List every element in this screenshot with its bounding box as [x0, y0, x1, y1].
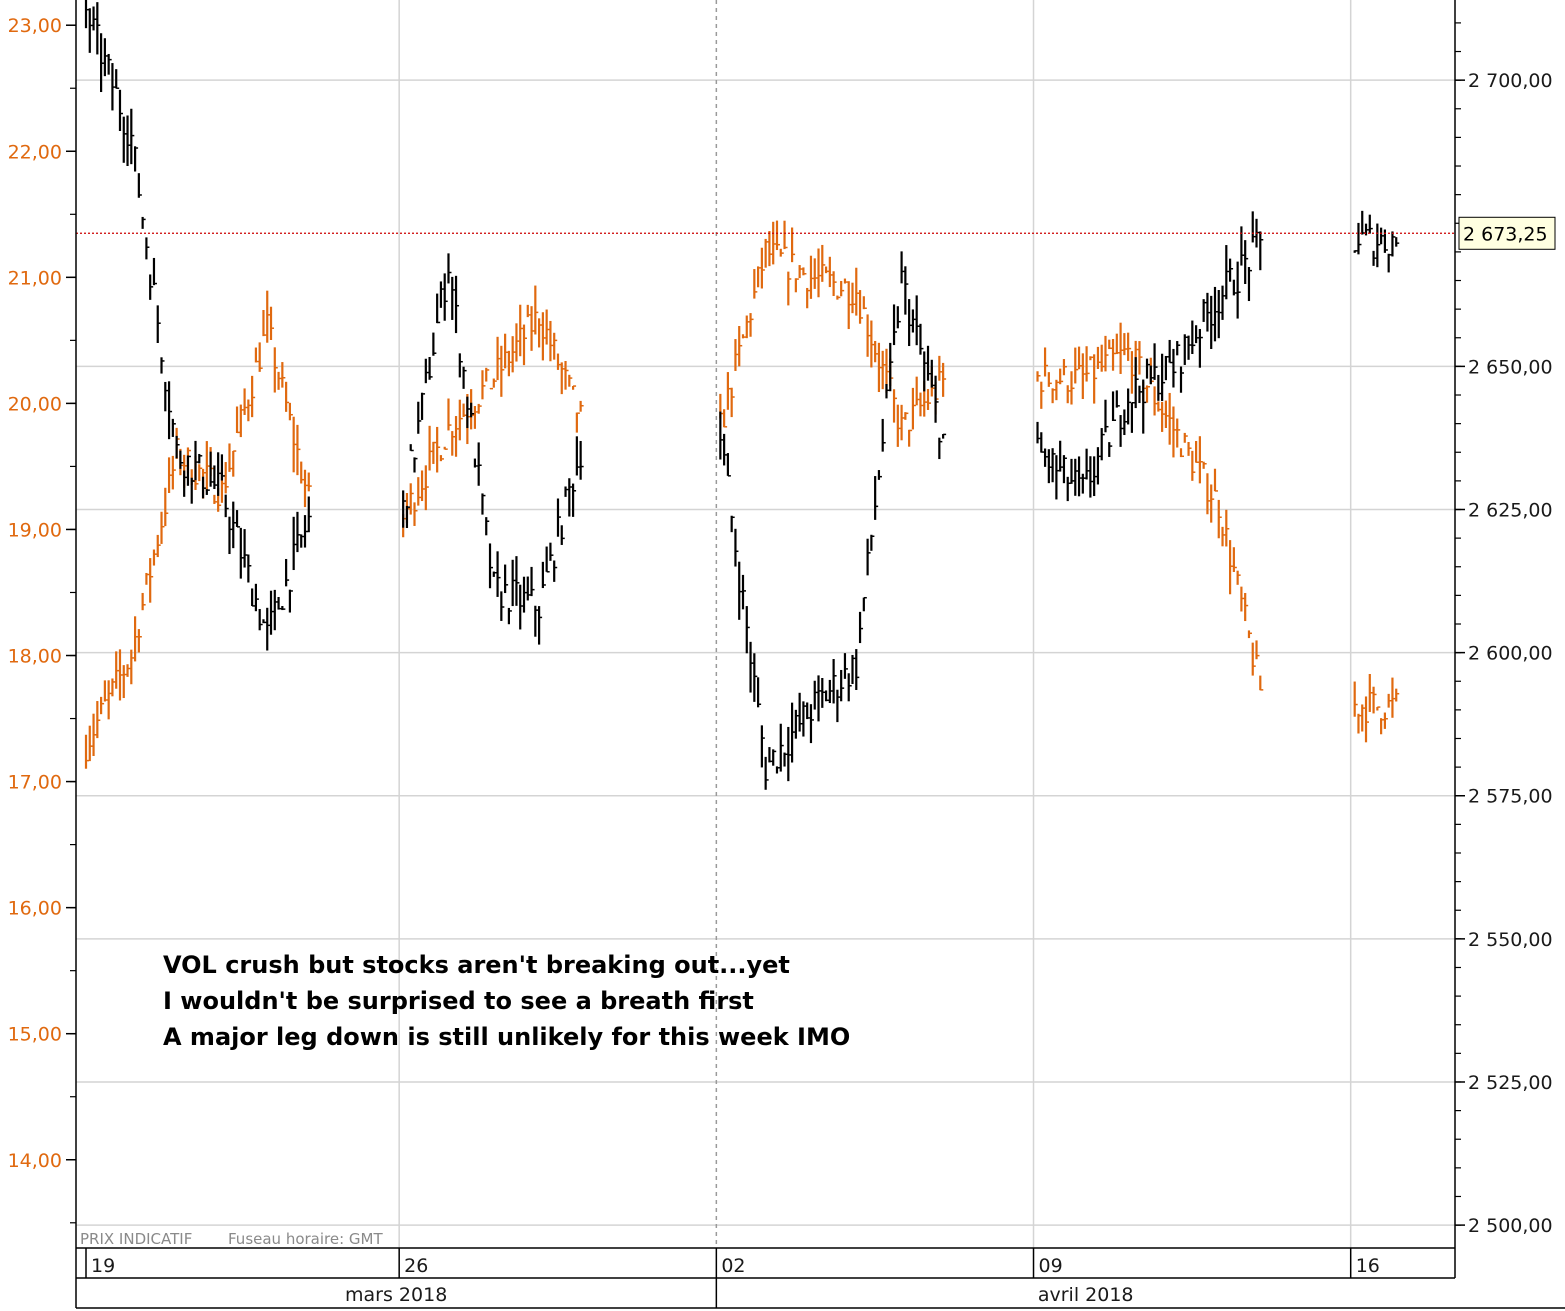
annotation-line-1: VOL crush but stocks aren't breaking out… [163, 951, 790, 979]
left-tick-label: 18,00 [8, 646, 62, 668]
price-indicator-label: PRIX INDICATIF [80, 1230, 192, 1248]
last-value-badge: 2 673,25 [1458, 216, 1556, 250]
right-tick-label: 2 700,00 [1468, 70, 1553, 92]
right-tick-label: 2 575,00 [1468, 786, 1553, 808]
annotation-line-3: A major leg down is still unlikely for t… [163, 1023, 850, 1051]
right-tick-label: 2 625,00 [1468, 500, 1553, 522]
left-tick-label: 14,00 [8, 1150, 62, 1172]
right-tick-label: 2 600,00 [1468, 643, 1553, 665]
x-tick-label: 26 [404, 1255, 428, 1277]
x-tick-label: 02 [721, 1255, 745, 1277]
footer: PRIX INDICATIF Fuseau horaire: GMT [80, 1230, 383, 1248]
index-series [84, 0, 1400, 790]
x-tick-label: 16 [1356, 1255, 1380, 1277]
left-tick-label: 19,00 [8, 519, 62, 541]
left-tick-label: 15,00 [8, 1024, 62, 1046]
annotation: VOL crush but stocks aren't breaking out… [163, 951, 850, 1051]
x-tick-label: 19 [91, 1255, 115, 1277]
left-tick-label: 16,00 [8, 898, 62, 920]
last-value-badge-box [1458, 216, 1556, 250]
x-tick-label: 09 [1039, 1255, 1063, 1277]
last-value-label: 2 673,25 [1463, 223, 1548, 245]
month-label: avril 2018 [1038, 1284, 1134, 1306]
left-tick-label: 21,00 [8, 267, 62, 289]
left-tick-label: 17,00 [8, 772, 62, 794]
right-tick-label: 2 650,00 [1468, 356, 1553, 378]
timezone-label: Fuseau horaire: GMT [228, 1230, 383, 1248]
left-tick-label: 22,00 [8, 141, 62, 163]
left-tick-label: 23,00 [8, 15, 62, 37]
chart-frame [75, 0, 1456, 1308]
annotation-line-2: I wouldn't be surprised to see a breath … [163, 987, 754, 1015]
month-label: mars 2018 [345, 1284, 447, 1306]
left-tick-label: 20,00 [8, 393, 62, 415]
right-axis: 2 700,00 2 650,00 2 625,00 2 600,00 2 575,00… [1455, 22, 1553, 1237]
right-tick-label: 2 500,00 [1468, 1215, 1553, 1237]
left-axis: 23,00 22,00 21,00 20,00 19,00 18,00 17,00 16,00… [8, 15, 76, 1224]
grid [76, 0, 1455, 1248]
x-axis: 19 26 02 09 16 mars 2018 avril 2018 [76, 1247, 1565, 1309]
right-tick-label: 2 525,00 [1468, 1072, 1553, 1094]
right-tick-label: 2 550,00 [1468, 929, 1553, 951]
